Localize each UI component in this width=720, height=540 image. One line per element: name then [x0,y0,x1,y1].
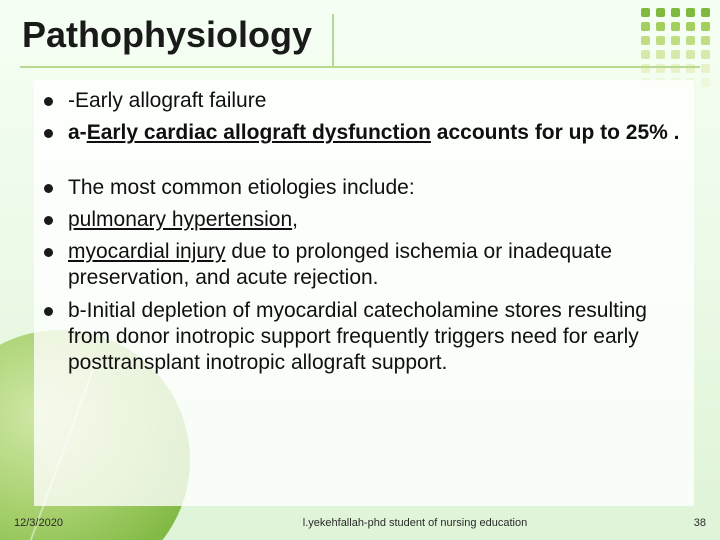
bullet-item: -Early allograft failure [42,88,686,114]
bullet-suffix: accounts for up to 25% . [431,121,680,144]
footer-credit: l.yekehfallah-phd student of nursing edu… [184,517,646,529]
bullet-item: a-Early cardiac allograft dysfunction ac… [42,120,686,146]
bullet-emph: Early cardiac allograft dysfunction [87,121,431,144]
bullet-prefix: a- [68,121,87,144]
bullet-suffix: , [292,208,298,231]
slide-title: Pathophysiology [20,8,700,68]
bullet-text: -Early allograft failure [68,89,266,112]
bullet-item: The most common etiologies include: [42,175,686,201]
bullet-emph: myocardial injury [68,240,226,263]
content-area: Pathophysiology -Early allograft failure… [20,8,700,506]
slide-footer: 12/3/2020 l.yekehfallah-phd student of n… [0,512,720,534]
bullet-emph: pulmonary hypertension [68,208,292,231]
bullet-item: b-Initial depletion of myocardial catech… [42,298,686,377]
footer-pagenum: 38 [646,517,706,529]
bullet-text: The most common etiologies include: [68,176,415,199]
bullet-item: pulmonary hypertension, [42,207,686,233]
slide: Pathophysiology -Early allograft failure… [0,0,720,540]
bullet-text: b-Initial depletion of myocardial catech… [68,299,647,375]
slide-body: -Early allograft failure a-Early cardiac… [34,80,694,506]
footer-date: 12/3/2020 [14,517,184,529]
bullet-item: myocardial injury due to prolonged ische… [42,239,686,292]
paragraph-spacer [42,153,686,173]
